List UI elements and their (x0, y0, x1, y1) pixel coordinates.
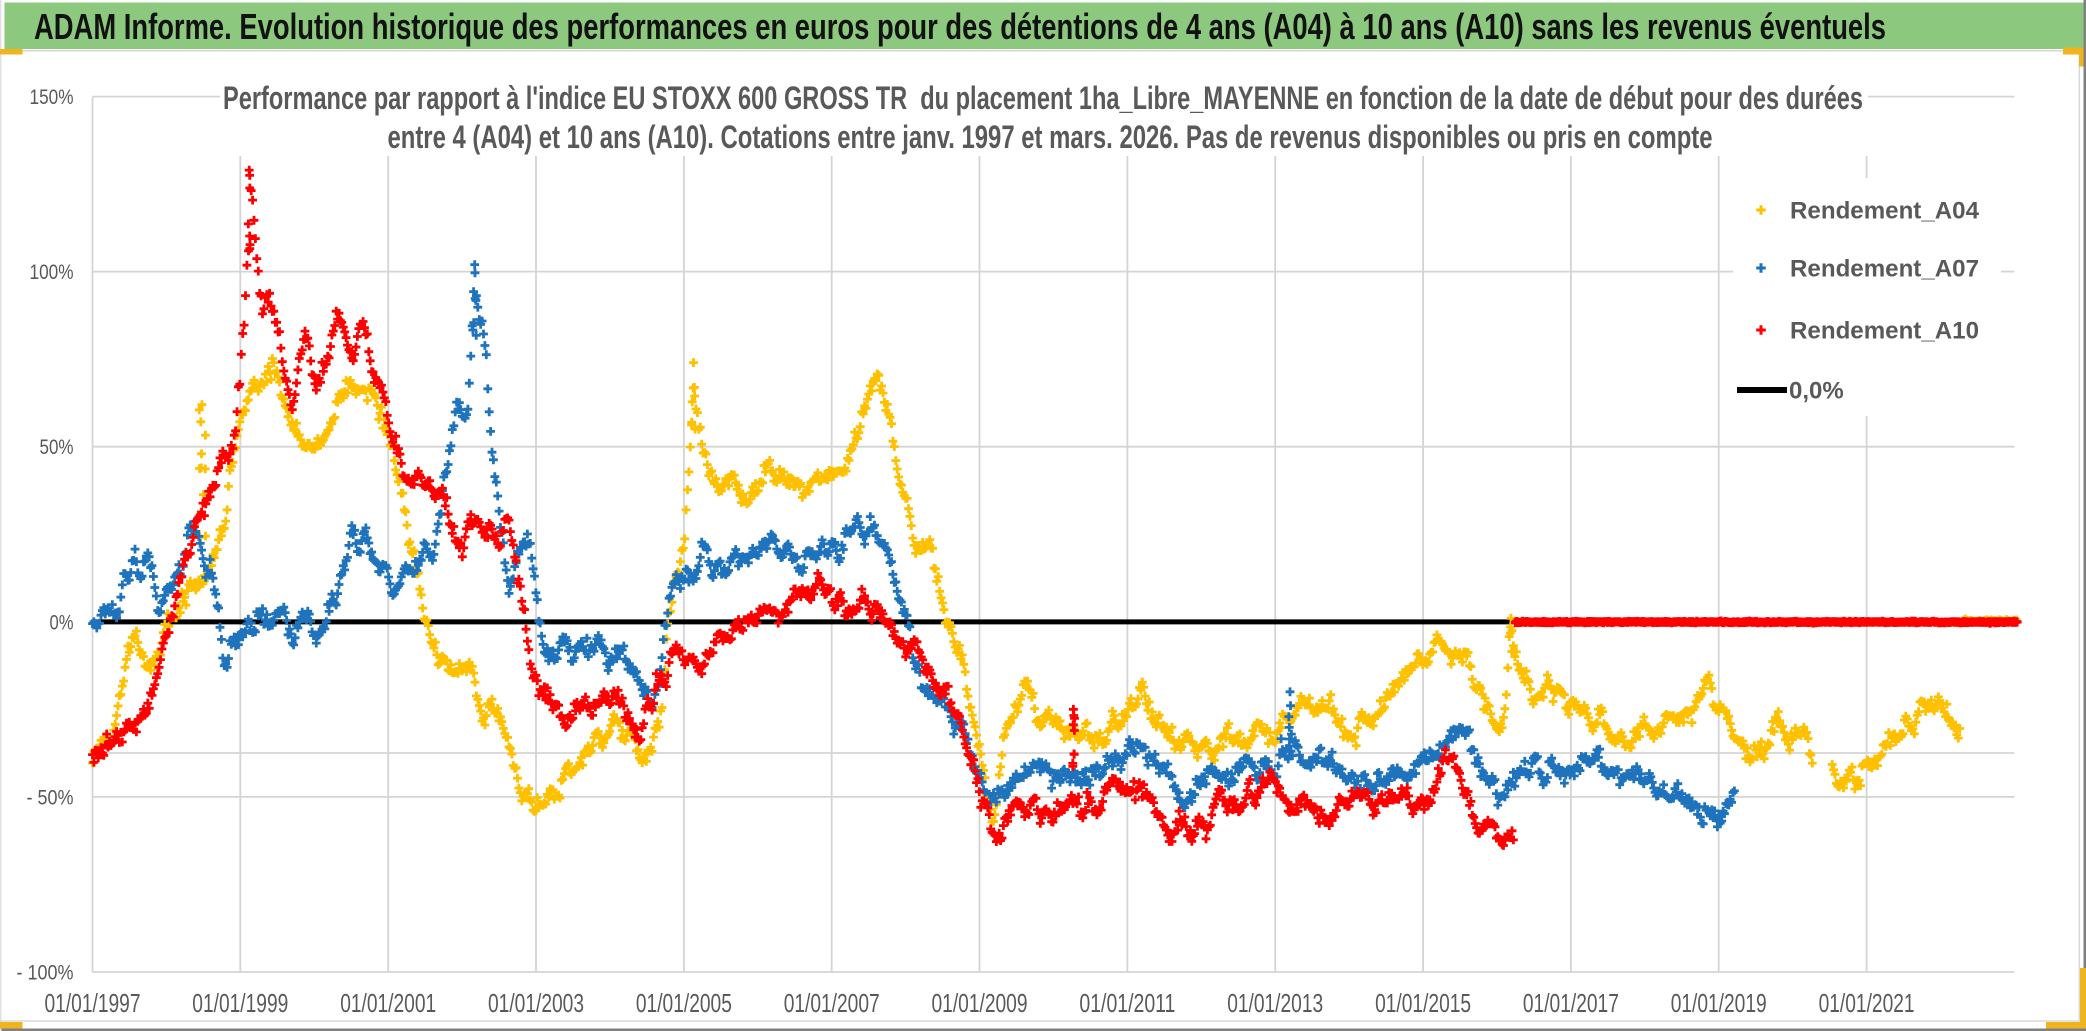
svg-text:ADAM Informe. Evolution histor: ADAM Informe. Evolution historique des p… (34, 6, 1886, 47)
svg-text:entre 4 (A04) et 10 ans (A10).: entre 4 (A04) et 10 ans (A10). Cotations… (388, 119, 1713, 155)
svg-text:100%: 100% (30, 261, 74, 284)
svg-text:01/01/1999: 01/01/1999 (192, 988, 288, 1018)
svg-text:Performance par rapport à l'in: Performance par rapport à l'indice EU ST… (223, 80, 1863, 116)
svg-text:01/01/1997: 01/01/1997 (45, 988, 141, 1018)
svg-text:150%: 150% (30, 86, 74, 109)
svg-text:01/01/2005: 01/01/2005 (636, 988, 732, 1018)
svg-text:01/01/2013: 01/01/2013 (1227, 988, 1323, 1018)
svg-text:0%: 0% (50, 611, 74, 634)
svg-text:01/01/2017: 01/01/2017 (1523, 988, 1619, 1018)
svg-text:01/01/2003: 01/01/2003 (488, 988, 584, 1018)
svg-text:01/01/2007: 01/01/2007 (784, 988, 880, 1018)
svg-text:0,0%: 0,0% (1789, 378, 1844, 405)
svg-text:- 50%: - 50% (27, 786, 74, 809)
svg-text:01/01/2001: 01/01/2001 (340, 988, 436, 1018)
svg-text:50%: 50% (40, 436, 74, 459)
svg-text:01/01/2021: 01/01/2021 (1819, 988, 1915, 1018)
svg-text:01/01/2019: 01/01/2019 (1671, 988, 1767, 1018)
svg-text:01/01/2015: 01/01/2015 (1375, 988, 1471, 1018)
svg-text:Rendement_A07: Rendement_A07 (1790, 256, 1979, 283)
svg-text:Rendement_A10: Rendement_A10 (1790, 318, 1979, 345)
svg-text:Rendement_A04: Rendement_A04 (1790, 198, 1980, 225)
svg-text:01/01/2011: 01/01/2011 (1079, 988, 1175, 1018)
svg-text:01/01/2009: 01/01/2009 (932, 988, 1028, 1018)
svg-text:- 100%: - 100% (17, 962, 74, 985)
